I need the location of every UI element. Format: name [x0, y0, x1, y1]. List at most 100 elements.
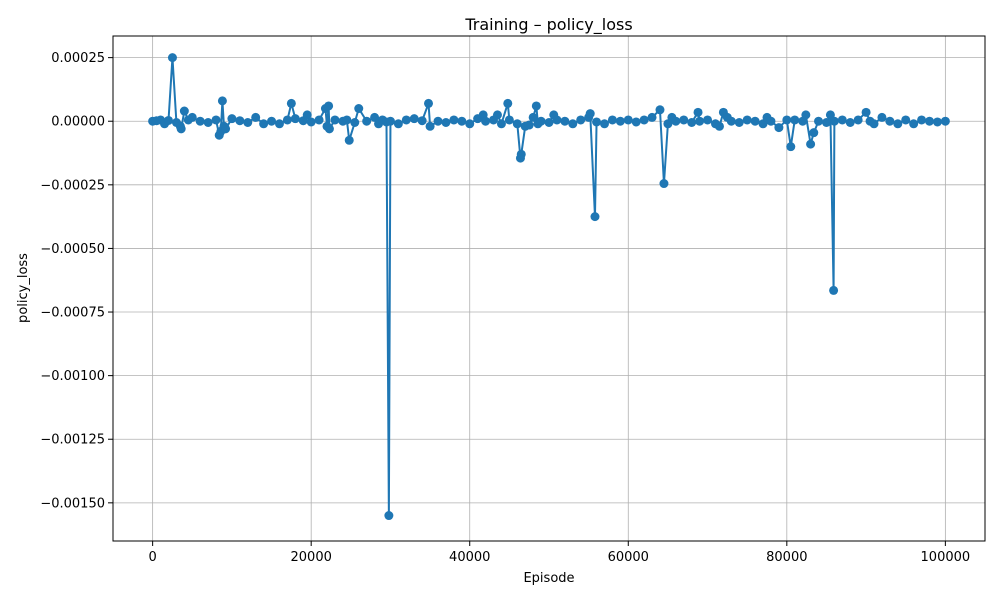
data-point: [176, 124, 186, 134]
data-point: [726, 116, 736, 126]
y-tick-label: 0.00025: [51, 51, 105, 66]
data-point: [671, 116, 681, 126]
y-tick-label: −0.00150: [40, 496, 105, 511]
data-point: [837, 115, 847, 125]
y-axis-label: policy_loss: [16, 253, 31, 323]
data-point: [809, 128, 819, 138]
data-point: [286, 98, 296, 108]
data-point: [227, 114, 237, 124]
data-point: [774, 123, 784, 133]
y-tick-label: 0.00000: [51, 115, 105, 130]
data-point: [590, 212, 600, 222]
data-point: [424, 98, 434, 108]
data-point: [821, 118, 831, 127]
data-point: [585, 109, 595, 119]
data-point: [790, 115, 800, 125]
data-point: [786, 142, 796, 152]
data-point: [940, 116, 950, 126]
data-point: [503, 98, 513, 108]
data-point: [655, 105, 665, 115]
data-point: [861, 107, 871, 117]
data-point: [324, 101, 334, 111]
data-point: [492, 110, 502, 120]
chart-title: Training – policy_loss: [464, 15, 632, 35]
data-point: [512, 119, 522, 129]
data-point: [925, 116, 935, 126]
data-point: [481, 116, 491, 126]
y-tick-label: −0.00025: [40, 178, 105, 193]
data-point: [607, 115, 617, 125]
data-point: [901, 115, 911, 125]
data-point: [211, 115, 221, 125]
data-point: [568, 119, 578, 129]
data-point: [615, 116, 625, 126]
data-point: [384, 511, 394, 521]
data-point: [314, 115, 324, 125]
data-point: [167, 53, 177, 63]
data-point: [536, 116, 546, 126]
data-point: [243, 118, 253, 127]
data-point: [221, 124, 231, 134]
data-point: [687, 118, 697, 127]
data-point: [163, 115, 173, 125]
data-point: [544, 118, 554, 127]
data-point: [639, 115, 649, 125]
data-point: [695, 116, 705, 126]
data-point: [330, 115, 340, 125]
data-point: [845, 118, 855, 127]
x-axis-label: Episode: [523, 571, 574, 586]
data-point: [829, 116, 839, 126]
data-point: [516, 149, 526, 159]
data-point: [235, 116, 245, 126]
x-tick-label: 80000: [766, 550, 807, 565]
data-point: [528, 112, 538, 122]
data-point: [877, 112, 887, 122]
series-policy-loss: [148, 53, 950, 521]
data-point: [552, 115, 562, 125]
data-point: [267, 116, 277, 126]
data-point: [417, 116, 427, 126]
data-point: [679, 115, 689, 125]
data-point: [457, 116, 467, 126]
data-point: [909, 119, 919, 129]
x-tick-label: 60000: [608, 550, 649, 565]
data-point: [714, 121, 724, 131]
data-point: [703, 115, 713, 125]
data-point: [350, 118, 360, 127]
data-point: [306, 117, 316, 127]
data-point: [401, 115, 411, 125]
data-point: [693, 107, 703, 117]
data-point: [734, 118, 744, 127]
x-tick-label: 100000: [921, 550, 971, 565]
data-point: [869, 119, 879, 129]
data-point: [409, 114, 419, 124]
data-point: [885, 116, 895, 126]
data-point: [342, 115, 352, 125]
data-point: [932, 117, 942, 127]
data-point: [179, 106, 189, 116]
data-point: [274, 119, 284, 129]
data-point: [425, 121, 435, 131]
data-point: [324, 124, 334, 134]
data-point: [742, 115, 752, 125]
data-point: [195, 116, 205, 126]
data-point: [814, 116, 824, 126]
data-point: [259, 119, 269, 129]
data-point: [806, 139, 816, 149]
data-point: [893, 119, 903, 129]
data-point: [354, 104, 364, 114]
data-point: [917, 115, 927, 125]
data-point: [496, 119, 506, 129]
data-point: [251, 112, 261, 122]
data-point: [282, 115, 292, 125]
data-point: [441, 118, 451, 127]
data-point: [393, 119, 403, 129]
x-tick-label: 20000: [291, 550, 332, 565]
data-point: [631, 117, 641, 127]
data-point: [576, 115, 586, 125]
data-point: [592, 117, 602, 127]
data-point: [524, 120, 534, 130]
data-point: [599, 119, 609, 129]
